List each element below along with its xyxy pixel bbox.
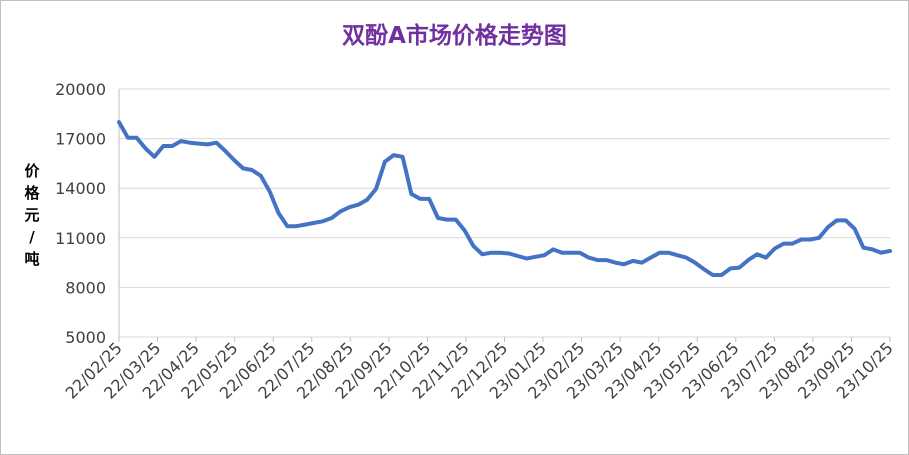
y-tick-label: 11000: [55, 229, 106, 248]
y-axis-label-char: 价: [24, 162, 40, 180]
y-tick-label: 17000: [55, 130, 106, 149]
y-tick-label: 5000: [65, 328, 106, 347]
y-tick-label: 8000: [65, 278, 106, 297]
y-axis-label: 价 格 元 / 吨: [22, 160, 42, 270]
y-tick-label: 14000: [55, 179, 106, 198]
y-axis-label-char: 元: [24, 206, 40, 224]
y-axis-label-char: 格: [24, 184, 40, 202]
chart-title: 双酚A市场价格走势图: [342, 23, 567, 49]
y-axis-label-char: 吨: [24, 250, 40, 268]
y-axis-label-char: /: [29, 228, 35, 246]
y-tick-label: 20000: [55, 80, 106, 99]
price-series-line: [117, 120, 892, 277]
